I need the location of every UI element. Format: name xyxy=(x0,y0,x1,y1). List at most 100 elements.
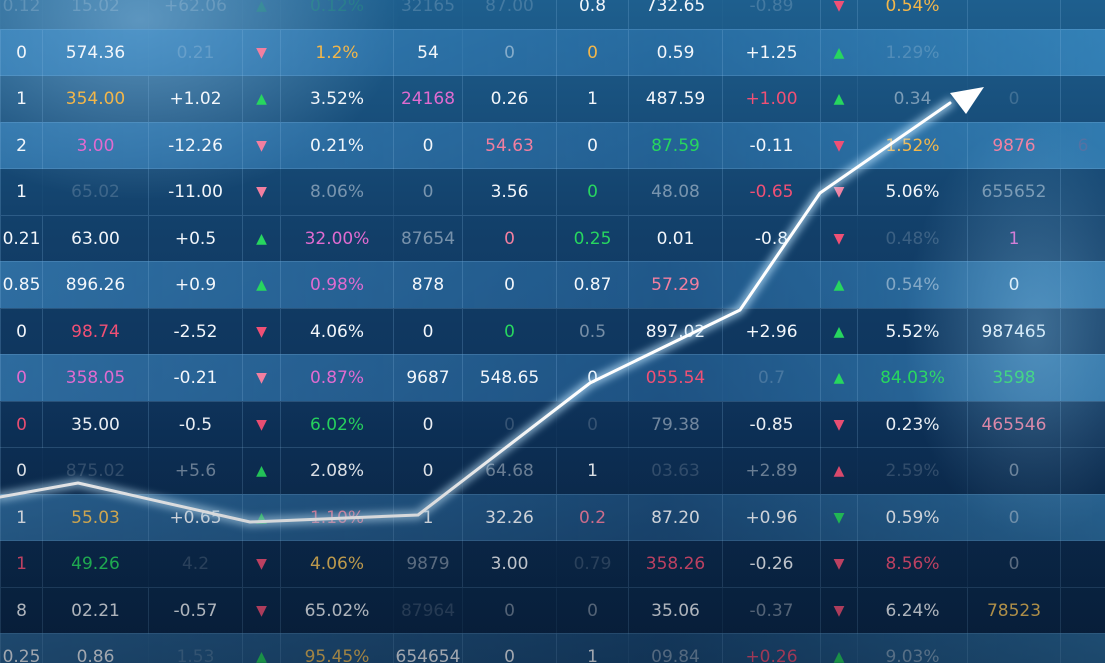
ticker-cell xyxy=(1060,262,1105,308)
ticker-cell: +5.6 xyxy=(148,448,242,494)
down-arrow-icon: ▼ xyxy=(820,215,857,262)
ticker-cell: 0.34 xyxy=(857,76,967,122)
ticker-cell: 03.63 xyxy=(628,448,722,494)
ticker-cell xyxy=(1060,541,1105,587)
ticker-cell: +0.9 xyxy=(148,262,242,308)
ticker-row: 098.74-2.52▼4.06%000.5897.02+2.96▲5.52%9… xyxy=(0,307,1105,355)
ticker-cell: +2.89 xyxy=(722,448,820,494)
up-arrow-icon: ▲ xyxy=(242,634,280,663)
ticker-cell: 0.21 xyxy=(0,215,42,262)
ticker-cell: 0 xyxy=(0,401,42,448)
ticker-row: 165.02-11.00▼8.06%03.56048.08-0.65▼5.06%… xyxy=(0,168,1105,215)
ticker-cell: +1.00 xyxy=(722,76,820,122)
ticker-cell: 3.56 xyxy=(462,169,556,215)
ticker-cell: 0 xyxy=(556,122,628,169)
ticker-cell: 896.26 xyxy=(42,262,148,308)
ticker-row: 149.264.2▼4.06%98793.000.79358.26-0.26▼8… xyxy=(0,540,1105,587)
side-light-flare xyxy=(905,120,1105,540)
ticker-row: 0574.360.21▼1.2%54000.59+1.25▲1.29% xyxy=(0,28,1105,76)
ticker-cell: -0.8 xyxy=(722,215,820,262)
ticker-cell xyxy=(1060,448,1105,494)
down-arrow-icon: ▼ xyxy=(820,122,857,169)
ticker-row: 1354.00+1.02▲3.52%241680.261487.59+1.00▲… xyxy=(0,75,1105,122)
ticker-cell: 0.8 xyxy=(556,0,628,29)
down-arrow-icon: ▼ xyxy=(820,0,857,29)
ticker-cell: 574.36 xyxy=(42,29,148,76)
ticker-cell xyxy=(1060,587,1105,634)
down-arrow-icon: ▼ xyxy=(242,541,280,587)
ticker-cell: 358.05 xyxy=(42,355,148,401)
ticker-cell: 0.21 xyxy=(148,30,242,76)
ticker-cell: 0.59% xyxy=(857,494,967,541)
ticker-cell: 0 xyxy=(462,402,556,448)
ticker-cell: 54 xyxy=(393,29,462,76)
ticker-cell xyxy=(967,29,1060,76)
ticker-cell: 87.59 xyxy=(628,122,722,169)
down-arrow-icon: ▼ xyxy=(242,29,280,76)
ticker-cell: 0.01 xyxy=(628,215,722,262)
ticker-cell: -0.57 xyxy=(148,587,242,634)
ticker-cell: 35.06 xyxy=(628,587,722,634)
ticker-cell: 0.25 xyxy=(556,215,628,262)
ticker-cell: 1 xyxy=(0,169,42,215)
ticker-cell: -12.26 xyxy=(148,122,242,169)
ticker-cell: 0 xyxy=(0,355,42,401)
ticker-cell: 1 xyxy=(556,76,628,122)
down-arrow-icon: ▼ xyxy=(820,494,857,541)
ticker-cell: 0 xyxy=(556,587,628,634)
ticker-cell: 9687 xyxy=(393,355,462,401)
ticker-cell: 0 xyxy=(393,308,462,355)
up-arrow-icon: ▲ xyxy=(242,0,280,29)
ticker-cell: 8.06% xyxy=(280,169,393,215)
ticker-cell: 0.2 xyxy=(556,494,628,541)
ticker-row: 0.85896.26+0.9▲0.98%87800.8757.29▲0.54%0 xyxy=(0,261,1105,308)
up-arrow-icon: ▲ xyxy=(820,76,857,122)
down-arrow-icon: ▼ xyxy=(242,401,280,448)
ticker-cell: 0 xyxy=(462,262,556,308)
ticker-cell: 0 xyxy=(393,448,462,494)
ticker-cell: +1.02 xyxy=(148,76,242,122)
ticker-cell: 32.00% xyxy=(280,215,393,262)
ticker-cell xyxy=(1060,494,1105,541)
ticker-cell: 79.38 xyxy=(628,401,722,448)
ticker-cell: 0.7 xyxy=(722,355,820,401)
ticker-cell: 0 xyxy=(967,541,1060,587)
down-arrow-icon: ▼ xyxy=(820,541,857,587)
ticker-cell: 0 xyxy=(462,634,556,663)
ticker-cell: 0 xyxy=(393,169,462,215)
ticker-cell: 654654 xyxy=(393,634,462,663)
ticker-cell xyxy=(1060,634,1105,663)
ticker-cell: 0.87 xyxy=(556,262,628,308)
down-arrow-icon: ▼ xyxy=(242,169,280,215)
ticker-cell: 8 xyxy=(0,587,42,634)
ticker-cell: 32165 xyxy=(393,0,462,29)
ticker-cell: 1.2% xyxy=(280,29,393,76)
ticker-cell: 2.08% xyxy=(280,448,393,494)
ticker-cell: 2 xyxy=(0,122,42,169)
ticker-cell: +62.06 xyxy=(148,0,242,29)
ticker-cell: 0.98% xyxy=(280,262,393,308)
ticker-cell: 0.5 xyxy=(556,308,628,355)
ticker-cell: -0.11 xyxy=(722,122,820,169)
ticker-cell: 9876 xyxy=(967,122,1060,169)
ticker-cell: -2.52 xyxy=(148,308,242,355)
up-arrow-icon: ▲ xyxy=(820,448,857,494)
ticker-row: 0.1215.02+62.06▲0.12%3216587.000.8732.65… xyxy=(0,0,1105,29)
ticker-cell: 0.86 xyxy=(42,634,148,663)
ticker-cell: 63.00 xyxy=(42,215,148,262)
up-arrow-icon: ▲ xyxy=(242,448,280,494)
ticker-cell: 24168 xyxy=(393,76,462,122)
ticker-cell xyxy=(1060,0,1105,29)
ticker-cell: -0.89 xyxy=(722,0,820,29)
ticker-cell: 02.21 xyxy=(42,587,148,634)
ticker-cell: 1 xyxy=(556,448,628,494)
ticker-cell: 0 xyxy=(462,308,556,355)
ticker-cell: 354.00 xyxy=(42,76,148,122)
ticker-cell: 6.02% xyxy=(280,401,393,448)
ticker-cell: 0.12% xyxy=(280,0,393,29)
ticker-cell: 54.63 xyxy=(462,122,556,169)
ticker-cell: 0 xyxy=(393,401,462,448)
ticker-cell: 0.26 xyxy=(462,76,556,122)
ticker-cell: 55.03 xyxy=(42,494,148,541)
